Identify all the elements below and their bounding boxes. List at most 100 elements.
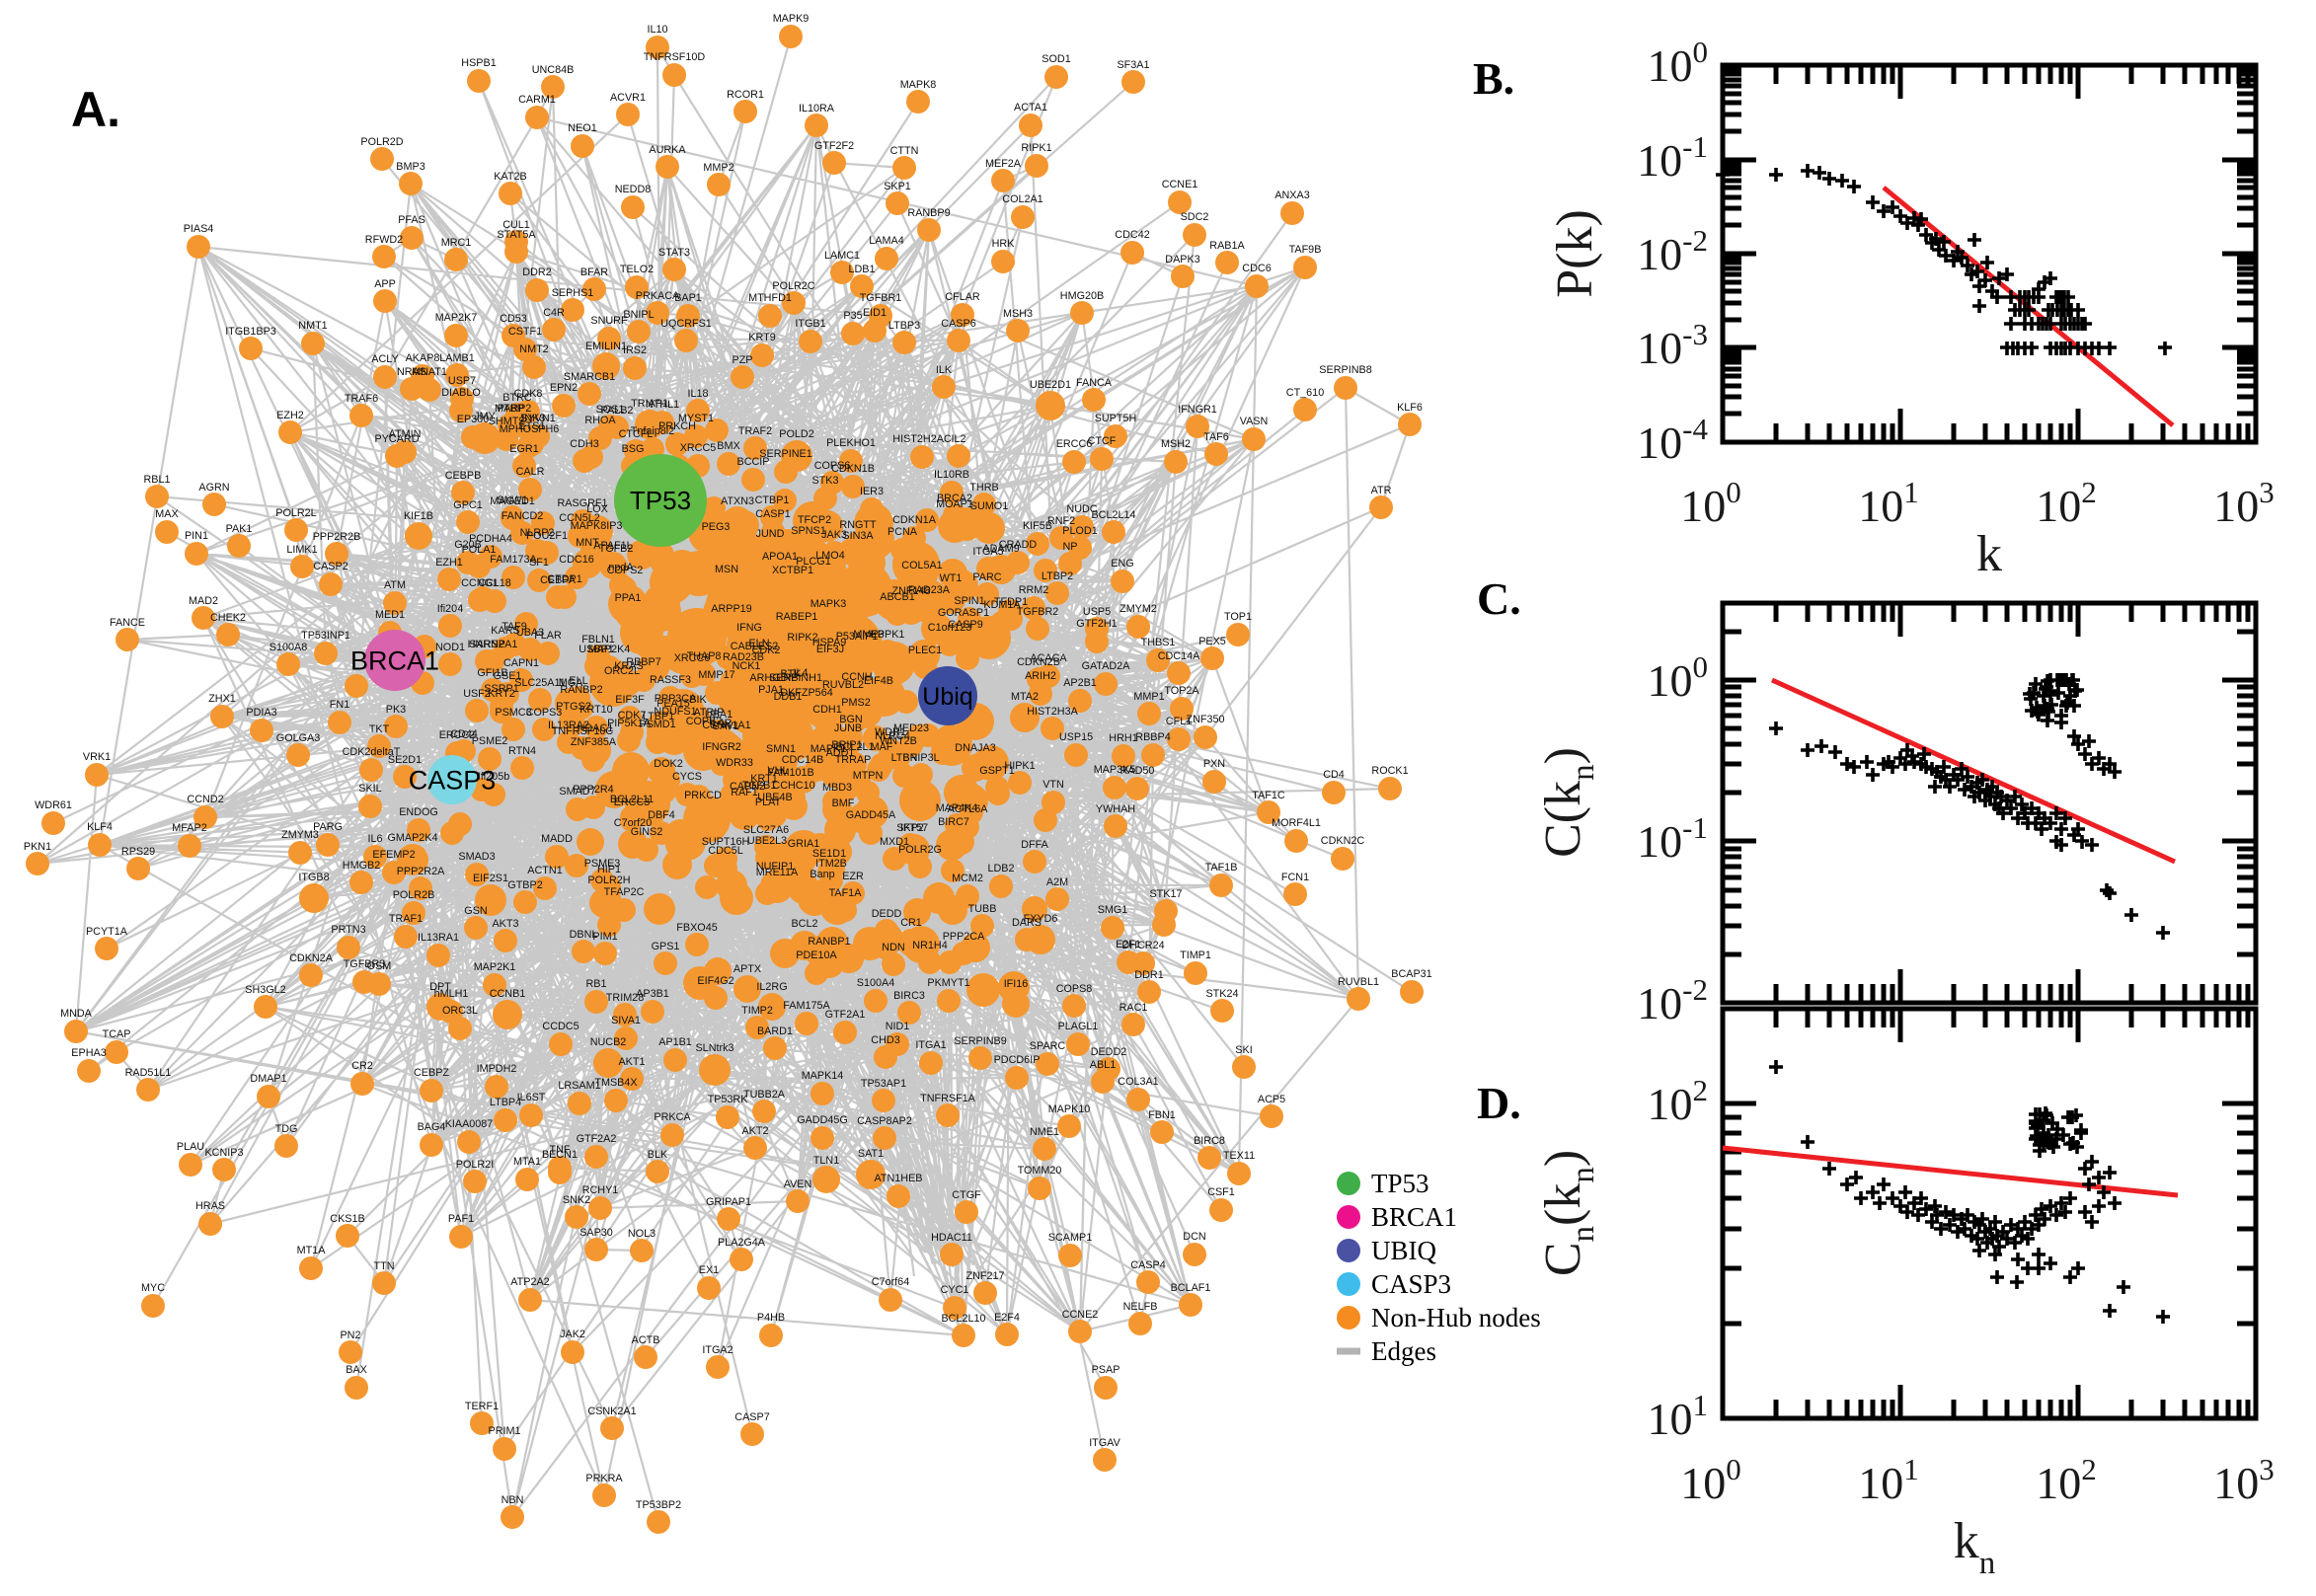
svg-text:NTHL1: NTHL1	[646, 399, 679, 411]
svg-text:TOMM20: TOMM20	[1018, 1165, 1062, 1177]
svg-text:PLEC1: PLEC1	[908, 645, 942, 656]
svg-text:NELFB: NELFB	[1123, 1301, 1158, 1313]
svg-text:SYVN1: SYVN1	[520, 413, 555, 424]
svg-text:TMSB4X: TMSB4X	[594, 1077, 637, 1089]
svg-text:Banp: Banp	[810, 869, 834, 880]
svg-text:Ifi205b: Ifi205b	[478, 771, 509, 783]
svg-text:C4R: C4R	[543, 307, 565, 319]
svg-text:LTBP3: LTBP3	[888, 320, 920, 332]
svg-text:PSMC3: PSMC3	[495, 707, 531, 719]
svg-text:SSRP1: SSRP1	[484, 683, 518, 695]
svg-text:SMAD7: SMAD7	[559, 786, 595, 798]
svg-text:SH3GL2: SH3GL2	[245, 984, 285, 996]
svg-text:KRT9: KRT9	[748, 332, 775, 343]
svg-text:ACVR1: ACVR1	[610, 92, 646, 104]
svg-text:SPIN1: SPIN1	[954, 595, 984, 607]
svg-text:MGA: MGA	[559, 677, 583, 689]
svg-text:C7orf20: C7orf20	[614, 817, 652, 829]
svg-text:MT1A: MT1A	[297, 1245, 327, 1256]
svg-text:ATMIN: ATMIN	[389, 428, 422, 440]
svg-text:BMX: BMX	[717, 440, 739, 452]
svg-text:CR2: CR2	[351, 1060, 373, 1072]
svg-text:TIMP2: TIMP2	[741, 1005, 773, 1017]
svg-text:DCN: DCN	[1183, 1231, 1205, 1243]
svg-text:MAP4K4: MAP4K4	[936, 802, 978, 814]
svg-text:APAF1L: APAF1L	[593, 540, 632, 552]
svg-text:RCHY1: RCHY1	[582, 1184, 619, 1196]
svg-text:MSH2: MSH2	[1161, 438, 1191, 450]
svg-text:RAC1: RAC1	[1119, 1002, 1148, 1014]
svg-text:LDB2: LDB2	[987, 863, 1014, 874]
svg-text:IL2: IL2	[951, 433, 965, 445]
svg-text:Ubiq: Ubiq	[922, 683, 972, 711]
svg-text:CTDP1: CTDP1	[547, 573, 581, 585]
svg-text:CHD3: CHD3	[871, 1034, 899, 1046]
svg-text:KRT2: KRT2	[488, 688, 514, 700]
svg-text:POLA1: POLA1	[462, 544, 497, 556]
svg-text:RBBP4: RBBP4	[1135, 731, 1170, 743]
svg-text:MAP2K4: MAP2K4	[588, 644, 631, 655]
svg-text:DEDD: DEDD	[872, 908, 902, 920]
svg-text:ACACA: ACACA	[1030, 652, 1067, 664]
svg-text:BIRC3: BIRC3	[893, 990, 925, 1002]
svg-text:KLF6: KLF6	[1397, 402, 1423, 414]
svg-text:IER3: IER3	[860, 486, 884, 497]
svg-text:KIF5B: KIF5B	[1023, 520, 1052, 532]
svg-text:RASSF3: RASSF3	[650, 674, 691, 686]
svg-text:BIK: BIK	[689, 694, 707, 706]
svg-text:102: 102	[2036, 1452, 2097, 1508]
svg-text:PLOD1: PLOD1	[1062, 525, 1097, 537]
svg-text:KCNIP3: KCNIP3	[204, 1147, 243, 1159]
svg-text:ZMYM3: ZMYM3	[281, 829, 319, 841]
svg-text:C7orf64: C7orf64	[872, 1276, 909, 1288]
svg-text:CDK2deltaT: CDK2deltaT	[343, 746, 401, 758]
svg-text:DPT: DPT	[429, 981, 451, 993]
svg-text:CCNH: CCNH	[841, 671, 872, 683]
svg-text:SERPINH1: SERPINH1	[769, 672, 822, 684]
svg-text:NEO1: NEO1	[568, 122, 596, 134]
svg-text:PPP2R4: PPP2R4	[573, 784, 613, 796]
svg-text:PDE10A: PDE10A	[796, 950, 837, 961]
svg-text:CEBPA: CEBPA	[540, 574, 577, 586]
svg-text:MFAP2: MFAP2	[172, 822, 206, 834]
svg-text:AKT1: AKT1	[618, 1056, 645, 1068]
svg-text:KIF1B: KIF1B	[404, 510, 433, 522]
svg-text:EIF4B: EIF4B	[864, 675, 893, 687]
svg-text:PPA1: PPA1	[615, 592, 642, 604]
svg-text:MAPK10: MAPK10	[1048, 1103, 1091, 1115]
svg-text:MTHFD1: MTHFD1	[748, 292, 792, 304]
svg-text:STAT3: STAT3	[658, 247, 690, 259]
svg-text:TOP2A: TOP2A	[1164, 685, 1199, 697]
svg-text:BMF: BMF	[832, 798, 855, 809]
svg-text:CDKN1B: CDKN1B	[831, 463, 875, 475]
svg-text:NDUFS1: NDUFS1	[654, 706, 696, 718]
svg-text:10-2: 10-2	[1637, 223, 1708, 279]
svg-text:TAF1C: TAF1C	[1252, 790, 1285, 801]
svg-text:TFDP1: TFDP1	[994, 596, 1028, 608]
svg-text:BRCA1: BRCA1	[350, 646, 439, 675]
svg-text:AKT3: AKT3	[492, 918, 518, 930]
svg-text:BCLAF1: BCLAF1	[1171, 1282, 1211, 1294]
svg-text:TP53BP2: TP53BP2	[636, 1499, 681, 1511]
svg-text:CCNG1: CCNG1	[461, 577, 499, 589]
svg-text:TP53AP1: TP53AP1	[861, 1078, 906, 1090]
svg-text:WDR61: WDR61	[35, 799, 72, 811]
svg-text:MNAT1: MNAT1	[412, 366, 447, 378]
svg-text:TDG: TDG	[275, 1123, 298, 1135]
svg-text:ACLY: ACLY	[371, 353, 398, 365]
svg-text:IL18: IL18	[687, 388, 708, 400]
svg-text:MBD3: MBD3	[822, 782, 852, 794]
svg-text:HIST2H2AC: HIST2H2AC	[892, 433, 952, 445]
svg-text:CDKN1A: CDKN1A	[892, 514, 937, 526]
svg-text:CDK7: CDK7	[618, 710, 647, 722]
svg-text:ORC2L: ORC2L	[604, 665, 640, 677]
svg-text:APTX: APTX	[733, 963, 761, 975]
svg-text:LTBP2: LTBP2	[1042, 570, 1073, 582]
svg-text:MADD: MADD	[541, 833, 573, 845]
svg-text:HSPA9: HSPA9	[812, 637, 847, 648]
svg-text:SCAMP1: SCAMP1	[1048, 1232, 1092, 1244]
svg-text:VRK1: VRK1	[83, 751, 111, 763]
svg-text:BTK: BTK	[781, 668, 803, 680]
svg-text:NUDC: NUDC	[1066, 503, 1097, 515]
svg-text:C(kn): C(kn)	[1535, 747, 1601, 858]
